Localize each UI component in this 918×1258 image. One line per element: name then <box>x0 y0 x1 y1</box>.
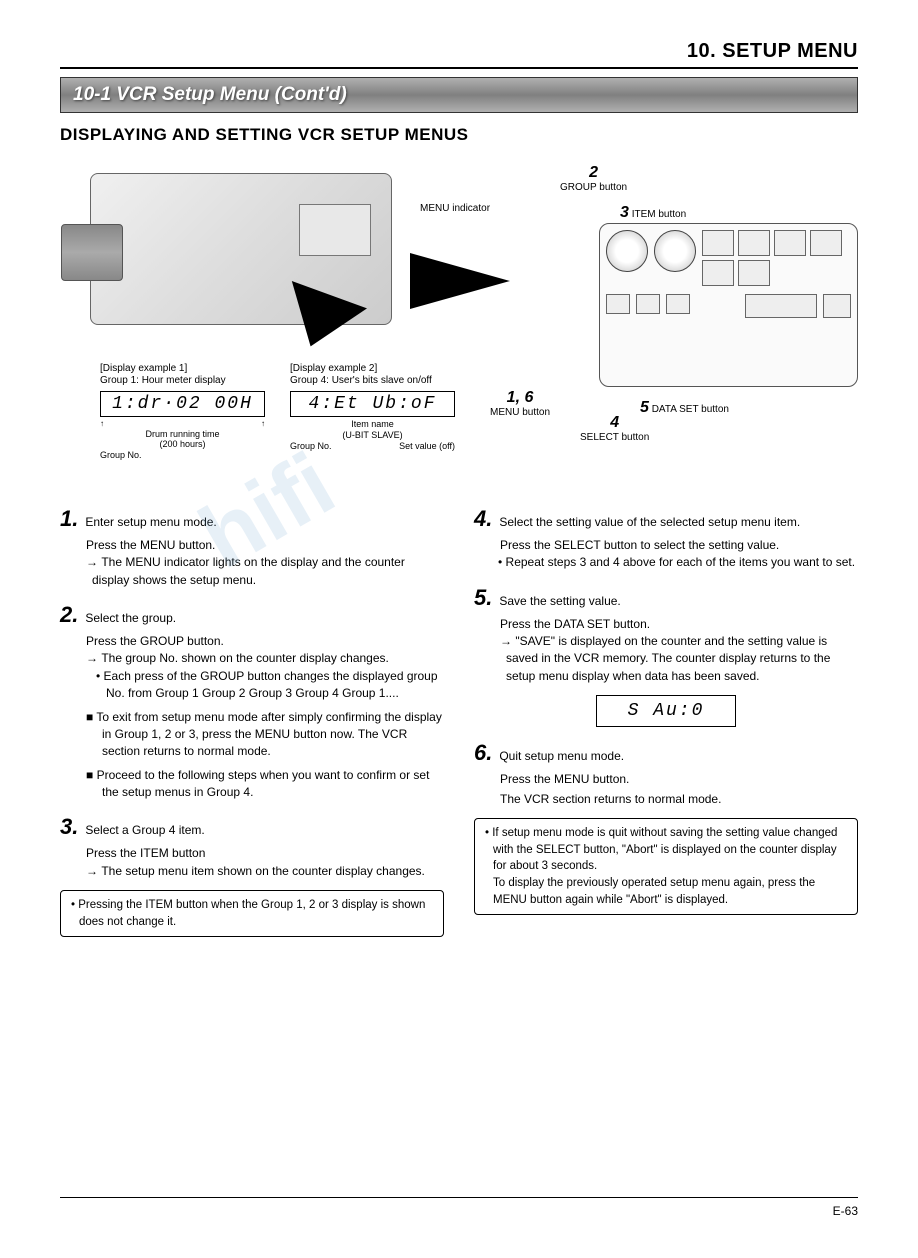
callout-num: 5 <box>640 399 649 416</box>
camera-lcd <box>299 204 371 256</box>
step-sub: The VCR section returns to normal mode. <box>500 791 858 808</box>
callout-num: 3 <box>620 204 629 221</box>
right-column: 4. Select the setting value of the selec… <box>474 503 858 937</box>
display-header: [Display example 1] Group 1: Hour meter … <box>100 363 265 387</box>
section-bar: 10-1 VCR Setup Menu (Cont'd) <box>60 77 858 113</box>
button-icon <box>745 294 817 318</box>
callout-num: 4 <box>610 414 619 431</box>
callout-4: 4 SELECT button <box>580 413 649 444</box>
step-sub: Press the MENU button. <box>500 771 858 788</box>
switch-icon <box>738 230 770 256</box>
text: (200 hours) <box>159 439 205 449</box>
switch-icon <box>810 230 842 256</box>
lcd-display: 4:Et Ub:oF <box>290 391 455 417</box>
step-number: 6. <box>474 737 496 769</box>
step-head: Select the setting value of the selected… <box>499 515 800 529</box>
step-head: Save the setting value. <box>499 594 620 608</box>
step-1: 1. Enter setup menu mode. Press the MENU… <box>60 503 444 589</box>
step-5: 5. Save the setting value. Press the DAT… <box>474 582 858 685</box>
step-3: 3. Select a Group 4 item. Press the ITEM… <box>60 811 444 880</box>
button-icon <box>823 294 851 318</box>
step-arrow: The group No. shown on the counter displ… <box>66 650 444 667</box>
camera-lens <box>61 224 123 281</box>
rule-bottom <box>60 1197 858 1198</box>
text: Group No. <box>290 441 332 452</box>
step-head: Quit setup menu mode. <box>499 749 624 763</box>
step-sub: Press the SELECT button to select the se… <box>500 537 858 554</box>
callout-text: ITEM button <box>632 209 686 220</box>
step-arrow: The setup menu item shown on the counter… <box>66 863 444 880</box>
note-box: Pressing the ITEM button when the Group … <box>60 890 444 937</box>
callout-3: 3 ITEM button <box>620 203 686 222</box>
step-arrow: "SAVE" is displayed on the counter and t… <box>480 633 858 685</box>
callout-text: SELECT button <box>580 432 649 443</box>
step-sub: Press the MENU button. <box>86 537 444 554</box>
text: Group 4: User's bits slave on/off <box>290 375 432 386</box>
rule-top <box>60 67 858 69</box>
rear-panel-illustration <box>599 223 858 387</box>
button-icon <box>636 294 660 314</box>
step-number: 3. <box>60 811 82 843</box>
display-example-1: [Display example 1] Group 1: Hour meter … <box>100 363 265 461</box>
display-example-2: [Display example 2] Group 4: User's bits… <box>290 363 455 451</box>
step-sub: Press the DATA SET button. <box>500 616 858 633</box>
page-title: DISPLAYING AND SETTING VCR SETUP MENUS <box>60 125 858 145</box>
arrow-right-icon <box>410 253 510 309</box>
text: Item name <box>351 419 394 429</box>
button-icon <box>666 294 690 314</box>
dial-icon <box>654 230 696 272</box>
callout-text: MENU button <box>490 407 550 418</box>
step-number: 5. <box>474 582 496 614</box>
left-column: 1. Enter setup menu mode. Press the MENU… <box>60 503 444 937</box>
callout-num: 1, 6 <box>507 389 534 406</box>
step-6: 6. Quit setup menu mode. Press the MENU … <box>474 737 858 808</box>
lcd-save-display: S Au:0 <box>596 695 736 727</box>
callout-menu-indicator: MENU indicator <box>420 203 490 215</box>
note-box: If setup menu mode is quit without savin… <box>474 818 858 915</box>
text: Group 1: Hour meter display <box>100 375 226 386</box>
page-number: E-63 <box>60 1204 858 1218</box>
text: [Display example 2] <box>290 363 377 374</box>
step-number: 1. <box>60 503 82 535</box>
step-4: 4. Select the setting value of the selec… <box>474 503 858 572</box>
callout-5: 5 DATA SET button <box>640 398 729 417</box>
callout-text: MENU indicator <box>420 203 490 214</box>
step-bullet: Repeat steps 3 and 4 above for each of t… <box>498 554 858 571</box>
callout-2: 2 GROUP button <box>560 163 627 194</box>
text: Group No. <box>100 450 265 461</box>
text: Drum running time <box>145 429 219 439</box>
instruction-columns: 1. Enter setup menu mode. Press the MENU… <box>60 503 858 937</box>
step-sub: Press the ITEM button <box>86 845 444 862</box>
step-2: 2. Select the group. Press the GROUP but… <box>60 599 444 801</box>
step-head: Enter setup menu mode. <box>85 515 216 529</box>
callout-1-6: 1, 6 MENU button <box>490 388 550 419</box>
text: [Display example 1] <box>100 363 187 374</box>
switch-icon <box>702 230 734 256</box>
chapter-title: 10. SETUP MENU <box>60 40 858 63</box>
step-arrow: The MENU indicator lights on the display… <box>66 554 444 589</box>
annotation: ↑↑ Drum running time (200 hours) Group N… <box>100 419 265 461</box>
button-icon <box>606 294 630 314</box>
step-number: 2. <box>60 599 82 631</box>
dial-icon <box>606 230 648 272</box>
text: (U-BIT SLAVE) <box>342 430 402 440</box>
switch-icon <box>774 230 806 256</box>
display-header: [Display example 2] Group 4: User's bits… <box>290 363 455 387</box>
step-head: Select a Group 4 item. <box>85 823 204 837</box>
step-note: To exit from setup menu mode after simpl… <box>86 709 444 761</box>
text: Set value (off) <box>399 441 455 452</box>
step-bullet: Each press of the GROUP button changes t… <box>96 668 444 703</box>
switch-icon <box>738 260 770 286</box>
annotation: Item name (U-BIT SLAVE) Group No. Set va… <box>290 419 455 451</box>
step-number: 4. <box>474 503 496 535</box>
step-head: Select the group. <box>85 611 176 625</box>
callout-text: DATA SET button <box>652 404 729 415</box>
switch-icon <box>702 260 734 286</box>
callout-text: GROUP button <box>560 182 627 193</box>
step-note: Proceed to the following steps when you … <box>86 767 444 802</box>
step-sub: Press the GROUP button. <box>86 633 444 650</box>
callout-num: 2 <box>589 164 598 181</box>
lcd-display: 1:dr·02 00H <box>100 391 265 417</box>
diagram-area: MENU indicator 2 GROUP button <box>60 163 858 483</box>
